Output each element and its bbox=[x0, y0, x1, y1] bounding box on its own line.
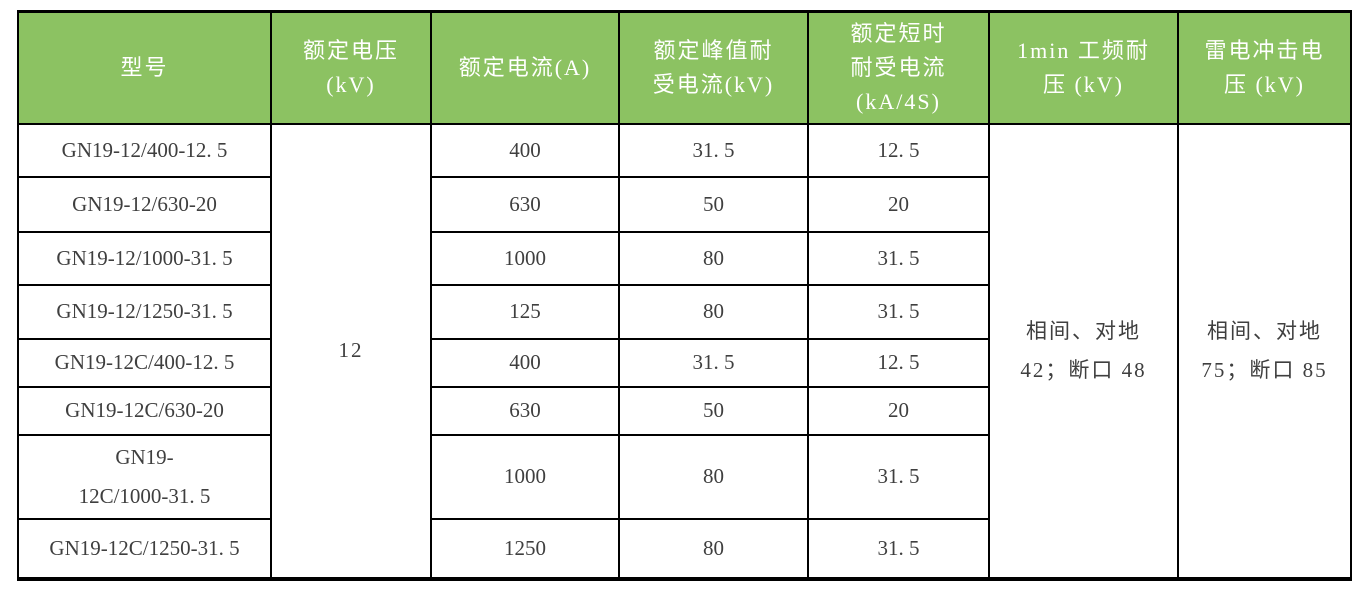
current-cell: 400 bbox=[430, 122, 620, 178]
table-row: GN19-12C/1250-31. 5 1250 80 31. 5 bbox=[17, 517, 1351, 580]
model-cell: GN19-12C/1250-31. 5 bbox=[17, 517, 272, 580]
rated-voltage-merged-cell: 12 bbox=[270, 122, 432, 580]
short-time-cell: 12. 5 bbox=[807, 337, 990, 388]
peak-cell: 80 bbox=[618, 433, 809, 520]
header-lightning-impulse: 雷电冲击电 压 (kV) bbox=[1177, 10, 1352, 125]
short-time-cell: 31. 5 bbox=[807, 433, 990, 520]
peak-cell: 50 bbox=[618, 385, 809, 436]
model-cell: GN19-12/1000-31. 5 bbox=[17, 230, 272, 286]
short-time-cell: 20 bbox=[807, 385, 990, 436]
table-row: GN19-12/630-20 630 50 20 bbox=[17, 175, 1351, 233]
power-frequency-merged-cell: 相间、对地 42；断口 48 bbox=[988, 122, 1179, 580]
current-cell: 125 bbox=[430, 283, 620, 340]
model-cell: GN19- 12C/1000-31. 5 bbox=[17, 433, 272, 520]
header-model: 型号 bbox=[17, 10, 272, 125]
header-short-time-withstand-current: 额定短时 耐受电流 (kA/4S) bbox=[807, 10, 990, 125]
header-power-frequency-withstand: 1min 工频耐 压 (kV) bbox=[988, 10, 1179, 125]
lightning-impulse-merged-cell: 相间、对地 75；断口 85 bbox=[1177, 122, 1352, 580]
header-rated-voltage: 额定电压 (kV) bbox=[270, 10, 432, 125]
header-peak-withstand-current: 额定峰值耐 受电流(kV) bbox=[618, 10, 809, 125]
current-cell: 400 bbox=[430, 337, 620, 388]
short-time-cell: 31. 5 bbox=[807, 230, 990, 286]
model-cell: GN19-12/400-12. 5 bbox=[17, 122, 272, 178]
table-header-row: 型号 额定电压 (kV) 额定电流(A) 额定峰值耐 受电流(kV) 额定短时 … bbox=[17, 10, 1352, 125]
table-row: GN19- 12C/1000-31. 5 1000 80 31. 5 bbox=[17, 433, 1351, 520]
model-cell: GN19-12/1250-31. 5 bbox=[17, 283, 272, 340]
current-cell: 1250 bbox=[430, 517, 620, 580]
peak-cell: 31. 5 bbox=[618, 122, 809, 178]
current-cell: 630 bbox=[430, 175, 620, 233]
short-time-cell: 31. 5 bbox=[807, 517, 990, 580]
peak-cell: 31. 5 bbox=[618, 337, 809, 388]
table-row: GN19-12/400-12. 5 12 400 31. 5 12. 5 相间、… bbox=[17, 122, 1352, 580]
peak-cell: 80 bbox=[618, 517, 809, 580]
table-row: GN19-12C/630-20 630 50 20 bbox=[17, 385, 1351, 436]
table-row: GN19-12C/400-12. 5 400 31. 5 12. 5 bbox=[17, 337, 1351, 388]
header-rated-current: 额定电流(A) bbox=[430, 10, 620, 125]
short-time-cell: 12. 5 bbox=[807, 122, 990, 178]
peak-cell: 80 bbox=[618, 283, 809, 340]
peak-cell: 50 bbox=[618, 175, 809, 233]
table-row: GN19-12/1250-31. 5 125 80 31. 5 bbox=[17, 283, 1351, 340]
current-cell: 1000 bbox=[430, 433, 620, 520]
table-row: GN19-12/1000-31. 5 1000 80 31. 5 bbox=[17, 230, 1351, 286]
spec-table: 型号 额定电压 (kV) 额定电流(A) 额定峰值耐 受电流(kV) 额定短时 … bbox=[17, 10, 1352, 581]
current-cell: 1000 bbox=[430, 230, 620, 286]
model-cell: GN19-12C/630-20 bbox=[17, 385, 272, 436]
model-cell: GN19-12/630-20 bbox=[17, 175, 272, 233]
current-cell: 630 bbox=[430, 385, 620, 436]
peak-cell: 80 bbox=[618, 230, 809, 286]
model-cell: GN19-12C/400-12. 5 bbox=[17, 337, 272, 388]
short-time-cell: 31. 5 bbox=[807, 283, 990, 340]
short-time-cell: 20 bbox=[807, 175, 990, 233]
